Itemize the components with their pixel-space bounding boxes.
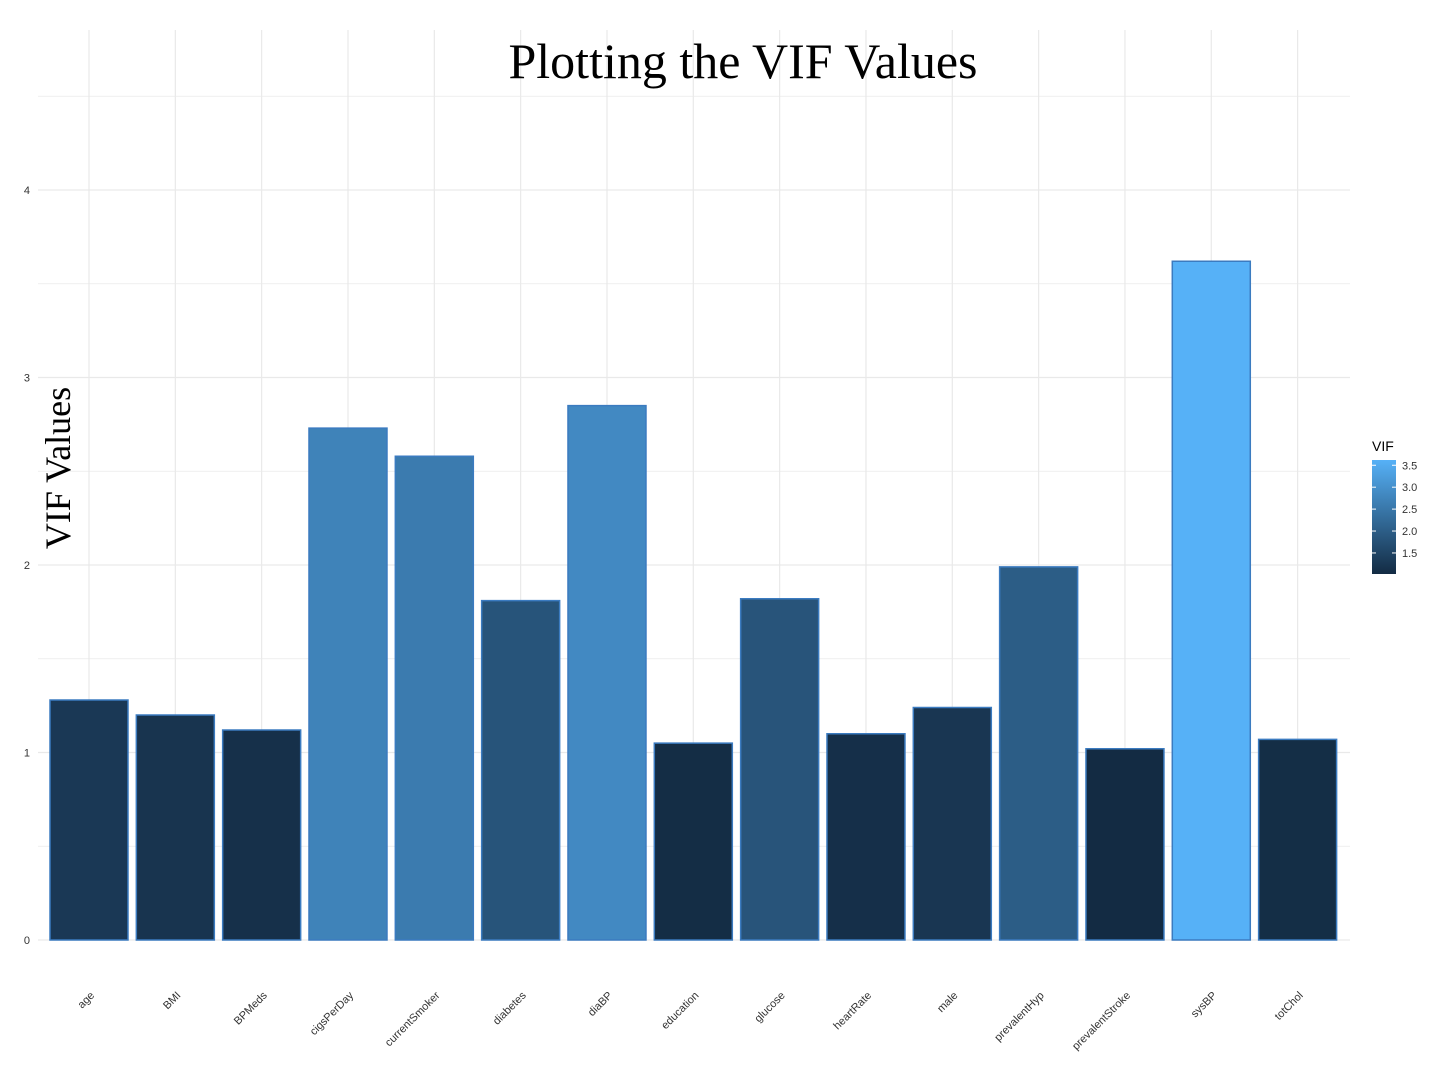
x-tick-label: male xyxy=(935,990,960,1015)
y-tick-label: 0 xyxy=(24,935,30,947)
x-tick-label: cigsPerDay xyxy=(308,989,357,1038)
legend-ticks: 1.5 2.0 2.5 3.0 3.5 xyxy=(1372,460,1417,560)
x-tick-label: prevalentStroke xyxy=(1070,990,1133,1053)
bar-cigsPerDay xyxy=(308,427,388,941)
bar-prevalentStroke xyxy=(1085,748,1165,941)
bar-totChol xyxy=(1257,738,1338,941)
y-tick-label: 3 xyxy=(24,373,30,385)
y-axis-ticks: 0 1 2 3 4 xyxy=(24,185,30,947)
x-tick-label: diabetes xyxy=(491,989,529,1027)
legend-tick-label: 2.0 xyxy=(1402,526,1417,538)
bar-diaBP xyxy=(567,404,647,941)
bar-BMI xyxy=(135,714,216,941)
x-tick-label: currentSmoker xyxy=(383,989,443,1049)
bar-BPMeds xyxy=(221,729,302,941)
bar-male xyxy=(912,706,993,941)
bar-education xyxy=(653,742,734,941)
bars xyxy=(49,260,1338,941)
legend-title: VIF xyxy=(1372,438,1394,454)
x-tick-label: education xyxy=(659,990,701,1032)
legend: VIF 1.5 2.0 2.5 3.0 3.5 xyxy=(1372,438,1417,574)
x-tick-label: prevalentHyp xyxy=(992,990,1046,1044)
y-tick-label: 4 xyxy=(24,185,30,197)
legend-colorbar xyxy=(1372,460,1396,574)
legend-tick-label: 3.0 xyxy=(1402,482,1417,494)
x-tick-label: sysBP xyxy=(1189,990,1220,1021)
chart-title: Plotting the VIF Values xyxy=(508,33,977,89)
y-tick-label: 1 xyxy=(24,748,30,760)
legend-tick-label: 3.5 xyxy=(1402,460,1417,472)
bar-age xyxy=(49,699,129,941)
x-tick-label: BPMeds xyxy=(232,989,270,1027)
bar-prevalentHyp xyxy=(998,566,1079,941)
x-tick-label: diaBP xyxy=(586,990,615,1019)
legend-tick-label: 1.5 xyxy=(1402,548,1417,560)
x-tick-label: BMI xyxy=(161,990,183,1012)
legend-tick-label: 2.5 xyxy=(1402,504,1417,516)
x-tick-label: heartRate xyxy=(831,990,874,1033)
y-tick-label: 2 xyxy=(24,560,30,572)
x-tick-label: age xyxy=(76,990,97,1011)
x-axis-ticks: age BMI BPMeds cigsPerDay currentSmoker diabe… xyxy=(76,989,1306,1052)
bar-sysBP xyxy=(1171,260,1252,941)
bar-heartRate xyxy=(826,733,906,941)
bar-currentSmoker xyxy=(394,455,475,941)
x-tick-label: glucose xyxy=(752,990,787,1025)
x-tick-label: totChol xyxy=(1273,990,1306,1023)
bar-diabetes xyxy=(480,599,561,941)
bar-glucose xyxy=(739,598,820,941)
y-axis-label: VIF Values xyxy=(38,387,78,549)
